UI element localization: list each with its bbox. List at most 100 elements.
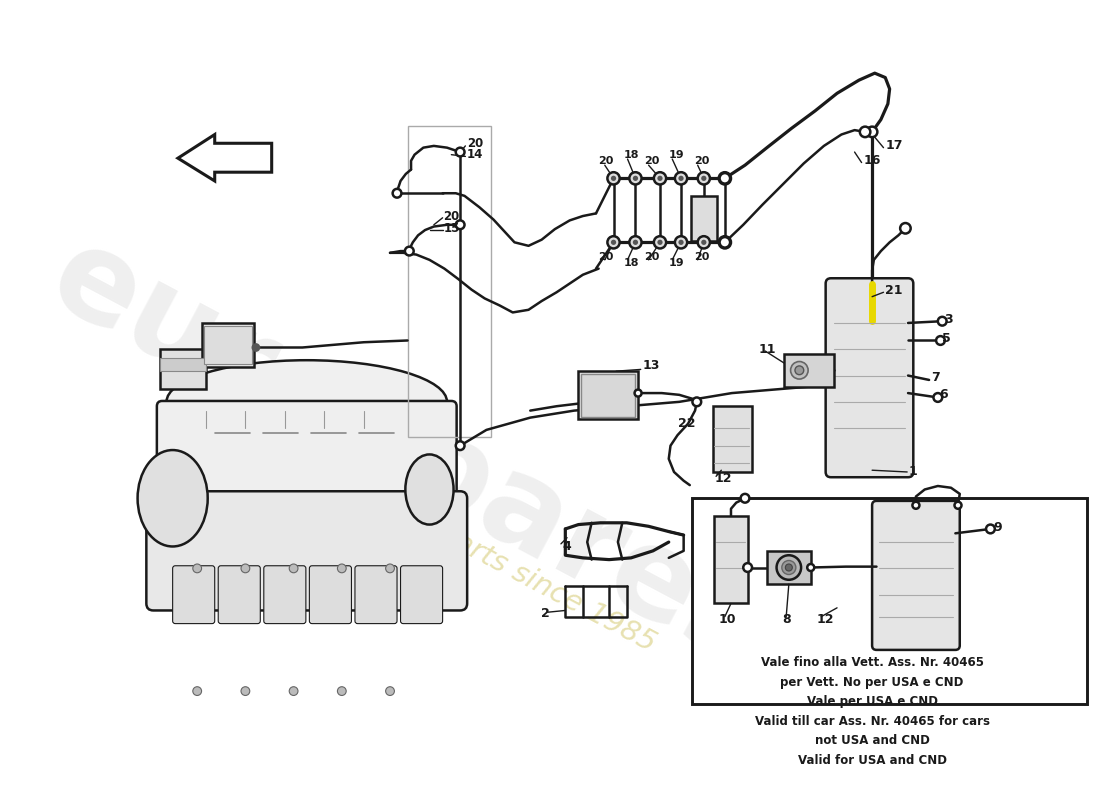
Circle shape xyxy=(744,563,752,572)
Text: 20: 20 xyxy=(694,252,710,262)
Circle shape xyxy=(692,398,701,406)
Circle shape xyxy=(785,564,792,571)
FancyBboxPatch shape xyxy=(826,278,913,478)
Circle shape xyxy=(455,148,464,157)
Circle shape xyxy=(675,236,688,249)
Circle shape xyxy=(912,502,920,509)
Text: 12: 12 xyxy=(714,473,732,486)
Circle shape xyxy=(658,176,662,181)
Circle shape xyxy=(289,686,298,695)
Circle shape xyxy=(393,189,402,198)
Bar xyxy=(691,196,717,242)
Text: 22: 22 xyxy=(678,418,695,430)
Circle shape xyxy=(607,236,619,249)
Circle shape xyxy=(777,555,801,580)
Text: 20: 20 xyxy=(443,210,460,222)
Circle shape xyxy=(658,240,662,245)
Bar xyxy=(767,551,811,584)
Text: 2: 2 xyxy=(541,607,550,621)
Circle shape xyxy=(934,393,943,402)
Circle shape xyxy=(723,176,727,181)
Circle shape xyxy=(653,172,667,185)
Circle shape xyxy=(241,686,250,695)
Circle shape xyxy=(938,317,947,326)
Circle shape xyxy=(610,240,616,245)
Text: 3: 3 xyxy=(944,313,953,326)
Circle shape xyxy=(807,564,814,571)
Text: 1: 1 xyxy=(909,466,917,478)
Text: 11: 11 xyxy=(758,342,776,356)
Text: 21: 21 xyxy=(886,284,903,297)
Bar xyxy=(784,354,834,387)
Text: 18: 18 xyxy=(624,258,639,268)
Circle shape xyxy=(795,366,804,374)
FancyBboxPatch shape xyxy=(218,566,261,624)
Circle shape xyxy=(723,240,727,245)
FancyBboxPatch shape xyxy=(355,566,397,624)
Circle shape xyxy=(740,494,749,502)
Circle shape xyxy=(632,176,638,181)
Bar xyxy=(713,406,752,472)
FancyBboxPatch shape xyxy=(157,401,456,526)
Circle shape xyxy=(679,176,684,181)
Bar xyxy=(161,350,206,389)
Text: eurospares: eurospares xyxy=(31,215,784,694)
Bar xyxy=(692,498,1087,704)
Text: 20: 20 xyxy=(694,156,710,166)
Circle shape xyxy=(338,564,346,573)
Text: 7: 7 xyxy=(931,371,939,384)
Bar xyxy=(581,374,636,417)
Bar xyxy=(205,326,252,364)
Circle shape xyxy=(629,172,641,185)
Circle shape xyxy=(405,246,414,255)
Text: 14: 14 xyxy=(468,148,484,161)
Bar xyxy=(714,516,748,603)
Bar xyxy=(161,358,206,371)
Circle shape xyxy=(936,336,945,345)
Circle shape xyxy=(986,525,994,534)
Text: 17: 17 xyxy=(886,139,903,153)
Circle shape xyxy=(338,686,346,695)
Text: 19: 19 xyxy=(669,150,684,160)
Circle shape xyxy=(718,172,732,185)
Circle shape xyxy=(241,564,250,573)
Circle shape xyxy=(455,442,464,450)
Bar xyxy=(579,371,638,419)
Text: Vale fino alla Vett. Ass. Nr. 40465
per Vett. No per USA e CND
Vale per USA e CN: Vale fino alla Vett. Ass. Nr. 40465 per … xyxy=(755,656,990,766)
FancyBboxPatch shape xyxy=(400,566,442,624)
Circle shape xyxy=(629,236,641,249)
Circle shape xyxy=(718,236,732,249)
Circle shape xyxy=(192,564,201,573)
Circle shape xyxy=(610,176,616,181)
Circle shape xyxy=(867,126,878,137)
Text: a passion for parts since 1985: a passion for parts since 1985 xyxy=(260,426,661,658)
Circle shape xyxy=(386,686,395,695)
Circle shape xyxy=(900,223,911,234)
Text: 6: 6 xyxy=(939,388,948,402)
Text: 20: 20 xyxy=(597,156,613,166)
Circle shape xyxy=(386,564,395,573)
Text: 4: 4 xyxy=(563,540,571,553)
Circle shape xyxy=(719,237,730,247)
Circle shape xyxy=(455,221,464,229)
FancyBboxPatch shape xyxy=(309,566,352,624)
Circle shape xyxy=(632,240,638,245)
Ellipse shape xyxy=(138,450,208,546)
Circle shape xyxy=(679,240,684,245)
Circle shape xyxy=(701,240,706,245)
Text: 15: 15 xyxy=(443,222,460,234)
Text: 13: 13 xyxy=(642,358,660,371)
Text: 9: 9 xyxy=(993,521,1002,534)
Text: 16: 16 xyxy=(864,154,881,167)
Bar xyxy=(407,126,491,437)
Text: 20: 20 xyxy=(645,156,660,166)
Text: 10: 10 xyxy=(718,613,736,626)
Ellipse shape xyxy=(166,360,447,443)
Text: 19: 19 xyxy=(669,258,684,268)
Bar xyxy=(201,323,254,366)
Circle shape xyxy=(782,561,795,574)
FancyBboxPatch shape xyxy=(264,566,306,624)
Circle shape xyxy=(701,176,706,181)
Text: 20: 20 xyxy=(468,137,483,150)
Circle shape xyxy=(860,126,870,137)
